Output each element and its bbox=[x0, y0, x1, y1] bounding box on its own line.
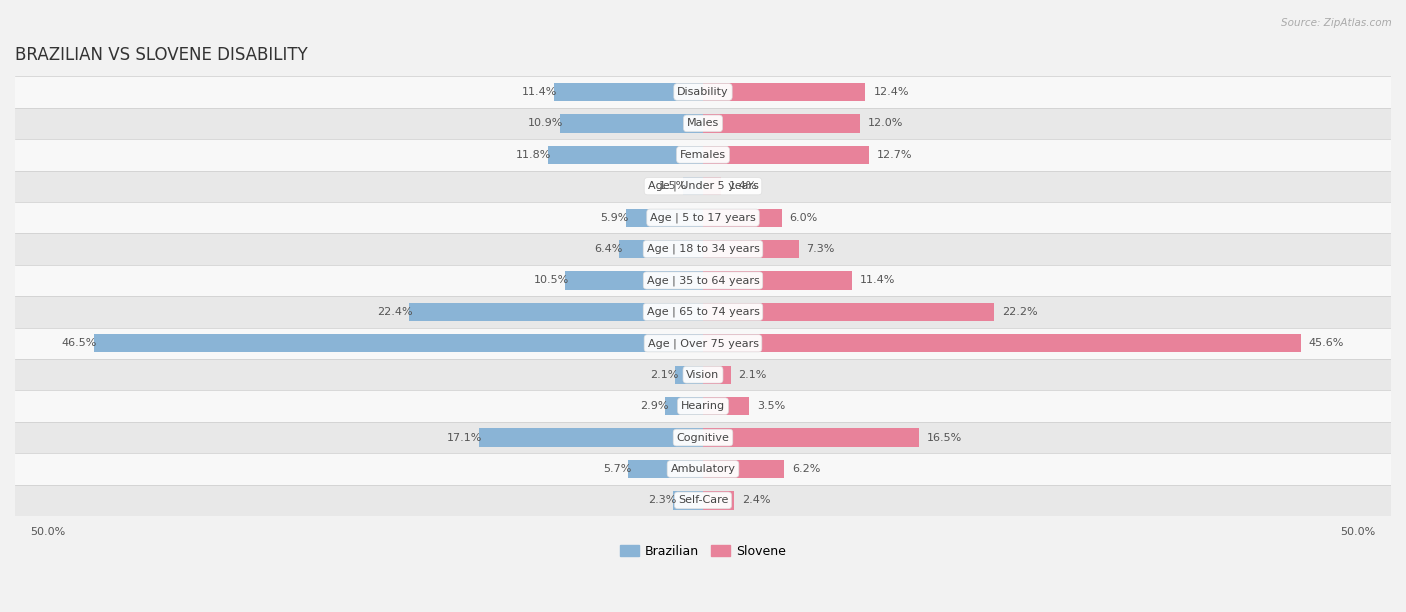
Bar bbox=[619, 240, 703, 258]
Text: 2.1%: 2.1% bbox=[738, 370, 766, 379]
Text: Cognitive: Cognitive bbox=[676, 433, 730, 442]
Text: 10.5%: 10.5% bbox=[533, 275, 568, 285]
Text: Age | 65 to 74 years: Age | 65 to 74 years bbox=[647, 307, 759, 317]
Text: 16.5%: 16.5% bbox=[927, 433, 962, 442]
Bar bbox=[703, 428, 920, 447]
Text: 12.7%: 12.7% bbox=[877, 150, 912, 160]
Text: Females: Females bbox=[681, 150, 725, 160]
Bar bbox=[15, 265, 1391, 296]
Bar bbox=[565, 271, 703, 289]
Text: 6.0%: 6.0% bbox=[790, 212, 818, 223]
Text: Age | 35 to 64 years: Age | 35 to 64 years bbox=[647, 275, 759, 286]
Bar bbox=[703, 334, 1301, 353]
Bar bbox=[703, 271, 852, 289]
Bar bbox=[703, 397, 749, 416]
Text: Hearing: Hearing bbox=[681, 401, 725, 411]
Text: 2.4%: 2.4% bbox=[742, 495, 770, 506]
Text: Self-Care: Self-Care bbox=[678, 495, 728, 506]
Text: Age | Under 5 years: Age | Under 5 years bbox=[648, 181, 758, 192]
Bar bbox=[703, 114, 860, 133]
Bar bbox=[703, 177, 721, 195]
Text: 2.9%: 2.9% bbox=[640, 401, 668, 411]
Bar bbox=[703, 146, 869, 164]
Bar bbox=[560, 114, 703, 133]
Text: 11.4%: 11.4% bbox=[522, 87, 557, 97]
Bar bbox=[479, 428, 703, 447]
Bar bbox=[703, 83, 866, 101]
Text: 7.3%: 7.3% bbox=[807, 244, 835, 254]
Text: 5.7%: 5.7% bbox=[603, 464, 631, 474]
Text: Males: Males bbox=[688, 118, 718, 129]
Bar bbox=[548, 146, 703, 164]
Text: Source: ZipAtlas.com: Source: ZipAtlas.com bbox=[1281, 18, 1392, 28]
Bar bbox=[15, 453, 1391, 485]
Bar bbox=[703, 303, 994, 321]
Text: Age | 5 to 17 years: Age | 5 to 17 years bbox=[650, 212, 756, 223]
Text: 22.2%: 22.2% bbox=[1002, 307, 1038, 317]
Bar bbox=[15, 233, 1391, 265]
Bar bbox=[703, 460, 785, 478]
Bar bbox=[15, 171, 1391, 202]
Text: 1.4%: 1.4% bbox=[730, 181, 758, 191]
Text: 45.6%: 45.6% bbox=[1309, 338, 1344, 348]
Text: Age | 18 to 34 years: Age | 18 to 34 years bbox=[647, 244, 759, 255]
Text: 10.9%: 10.9% bbox=[529, 118, 564, 129]
Bar bbox=[15, 359, 1391, 390]
Bar bbox=[673, 491, 703, 510]
Bar bbox=[15, 422, 1391, 453]
Text: 3.5%: 3.5% bbox=[756, 401, 785, 411]
Bar bbox=[94, 334, 703, 353]
Bar bbox=[628, 460, 703, 478]
Bar bbox=[703, 209, 782, 227]
Bar bbox=[15, 108, 1391, 139]
Bar bbox=[409, 303, 703, 321]
Bar bbox=[665, 397, 703, 416]
Bar bbox=[15, 390, 1391, 422]
Text: 2.1%: 2.1% bbox=[651, 370, 679, 379]
Bar bbox=[15, 76, 1391, 108]
Bar bbox=[703, 365, 731, 384]
Bar bbox=[703, 240, 799, 258]
Bar bbox=[15, 296, 1391, 327]
Text: 12.0%: 12.0% bbox=[868, 118, 904, 129]
Text: 11.4%: 11.4% bbox=[860, 275, 896, 285]
Text: 12.4%: 12.4% bbox=[873, 87, 908, 97]
Bar bbox=[675, 365, 703, 384]
Bar bbox=[683, 177, 703, 195]
Bar bbox=[554, 83, 703, 101]
Bar bbox=[15, 485, 1391, 516]
Bar bbox=[15, 139, 1391, 171]
Text: Vision: Vision bbox=[686, 370, 720, 379]
Text: 1.5%: 1.5% bbox=[658, 181, 686, 191]
Text: 2.3%: 2.3% bbox=[648, 495, 676, 506]
Text: 17.1%: 17.1% bbox=[447, 433, 482, 442]
Text: Age | Over 75 years: Age | Over 75 years bbox=[648, 338, 758, 349]
Text: 5.9%: 5.9% bbox=[600, 212, 628, 223]
Text: 46.5%: 46.5% bbox=[62, 338, 97, 348]
Text: BRAZILIAN VS SLOVENE DISABILITY: BRAZILIAN VS SLOVENE DISABILITY bbox=[15, 46, 308, 64]
Text: 6.2%: 6.2% bbox=[792, 464, 821, 474]
Text: Disability: Disability bbox=[678, 87, 728, 97]
Bar bbox=[703, 491, 734, 510]
Text: 6.4%: 6.4% bbox=[593, 244, 623, 254]
Bar bbox=[15, 202, 1391, 233]
Legend: Brazilian, Slovene: Brazilian, Slovene bbox=[614, 540, 792, 562]
Text: Ambulatory: Ambulatory bbox=[671, 464, 735, 474]
Bar bbox=[626, 209, 703, 227]
Bar bbox=[15, 327, 1391, 359]
Text: 11.8%: 11.8% bbox=[516, 150, 551, 160]
Text: 22.4%: 22.4% bbox=[377, 307, 413, 317]
